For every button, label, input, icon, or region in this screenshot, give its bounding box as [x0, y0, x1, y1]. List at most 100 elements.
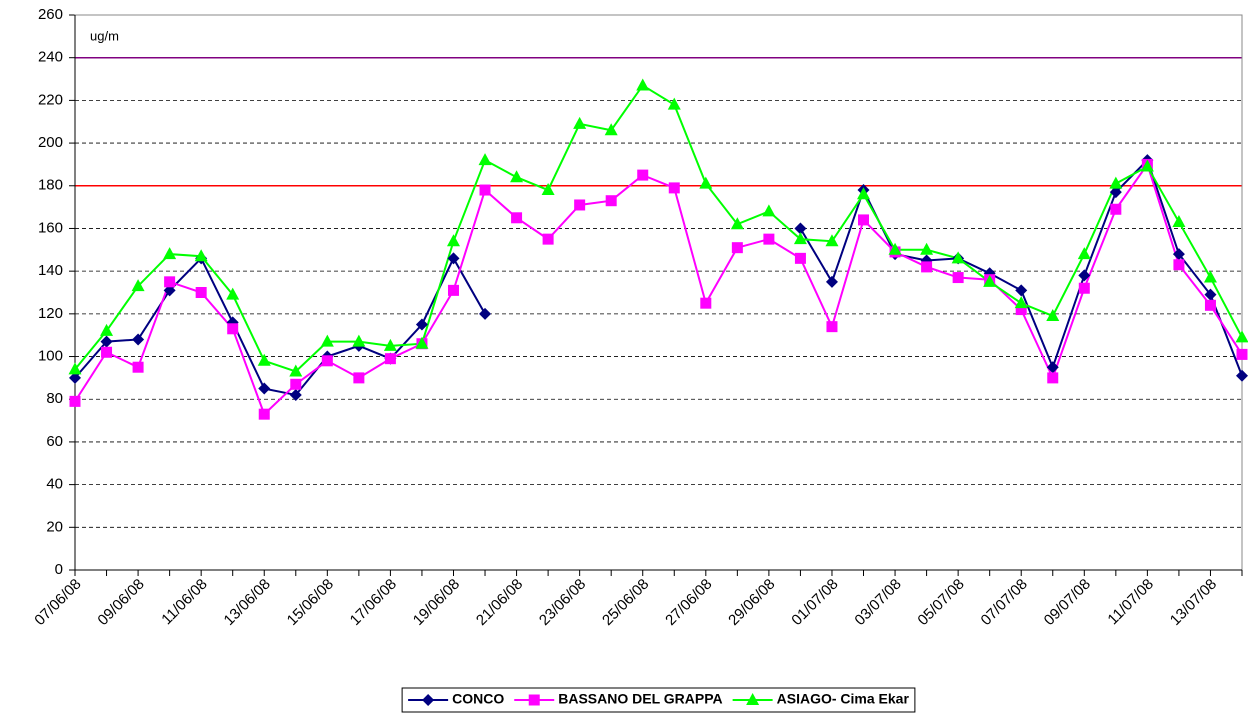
series-line — [74, 84, 1243, 373]
data-point — [257, 353, 271, 366]
data-point — [1235, 330, 1248, 343]
y-tick-label: 60 — [46, 433, 63, 450]
data-point — [1047, 372, 1059, 384]
legend-marker — [422, 694, 435, 706]
x-tick-label: 17/06/08 — [347, 576, 400, 629]
data-point — [68, 362, 82, 375]
data-point — [826, 321, 838, 333]
annotation: ug/m — [90, 28, 119, 43]
data-point — [1046, 361, 1059, 374]
y-tick-label: 140 — [38, 262, 63, 279]
data-point — [921, 261, 933, 273]
data-point — [731, 242, 743, 254]
data-point — [289, 364, 303, 377]
x-tick-label: 11/07/08 — [1104, 576, 1157, 629]
data-point — [762, 204, 776, 217]
legend-label: BASSANO DEL GRAPPA — [558, 691, 722, 707]
data-point — [226, 287, 240, 300]
data-point — [1204, 299, 1216, 311]
data-point — [542, 233, 554, 245]
series-line — [74, 158, 1243, 397]
data-point — [1015, 304, 1027, 316]
data-point — [258, 408, 270, 420]
data-point — [383, 338, 397, 351]
data-point — [1172, 215, 1186, 228]
data-point — [858, 214, 870, 226]
data-point — [1172, 248, 1185, 261]
data-point — [132, 361, 144, 373]
data-point — [164, 276, 176, 288]
data-point — [227, 323, 239, 335]
data-point — [1077, 247, 1091, 260]
data-point — [541, 183, 555, 196]
data-point — [100, 335, 113, 348]
y-tick-label: 120 — [38, 305, 63, 322]
data-point — [825, 234, 839, 247]
data-point — [289, 388, 302, 401]
data-point — [920, 242, 934, 255]
data-point — [793, 232, 807, 245]
data-point — [511, 212, 523, 224]
data-point — [574, 199, 586, 211]
x-tick-label: 03/07/08 — [851, 576, 904, 629]
data-point — [479, 307, 492, 320]
x-tick-label: 05/07/08 — [914, 576, 967, 629]
data-point — [101, 346, 113, 358]
x-tick-label: 23/06/08 — [536, 576, 589, 629]
legend: CONCO BASSANO DEL GRAPPA ASIAGO- Cima Ekar — [401, 687, 916, 713]
data-point — [69, 371, 81, 384]
data-point — [857, 187, 871, 200]
data-point — [1140, 159, 1154, 172]
x-tick-label: 29/06/08 — [725, 576, 778, 629]
data-point — [1203, 270, 1217, 283]
data-point — [447, 284, 459, 296]
x-tick-label: 25/06/08 — [599, 576, 652, 629]
legend-label: ASIAGO- Cima Ekar — [777, 691, 910, 707]
data-point — [163, 284, 176, 297]
data-point — [794, 222, 807, 235]
y-tick-label: 0 — [55, 561, 63, 578]
y-tick-label: 100 — [38, 348, 63, 365]
data-point — [668, 182, 680, 194]
data-point — [352, 334, 366, 347]
data-point — [1110, 203, 1122, 215]
data-point — [132, 333, 145, 346]
data-point — [794, 252, 806, 264]
data-point — [320, 334, 334, 347]
data-point — [194, 249, 208, 262]
data-point — [258, 382, 271, 395]
data-point — [573, 116, 587, 129]
y-tick-label: 160 — [38, 219, 63, 236]
data-point — [69, 395, 81, 407]
y-tick-label: 240 — [38, 49, 63, 66]
data-point — [1109, 186, 1122, 199]
data-point — [290, 378, 302, 390]
data-point — [1015, 284, 1028, 297]
data-point — [1078, 269, 1091, 282]
legend-marker — [528, 694, 540, 706]
x-tick-label: 07/06/08 — [31, 576, 84, 629]
data-point — [195, 287, 207, 298]
data-point — [100, 323, 114, 336]
y-tick-label: 200 — [38, 134, 63, 151]
data-point — [384, 353, 396, 365]
y-tick-label: 260 — [38, 6, 63, 23]
data-point — [951, 251, 965, 264]
data-point — [1109, 176, 1123, 189]
data-point — [415, 336, 429, 349]
data-point — [1236, 369, 1248, 382]
x-tick-label: 11/06/08 — [158, 576, 211, 629]
legend-marker — [746, 693, 760, 705]
data-point — [825, 275, 838, 288]
data-point — [700, 297, 712, 309]
data-point — [637, 169, 649, 181]
data-point — [479, 184, 491, 196]
x-tick-label: 27/06/08 — [662, 576, 715, 629]
data-point — [131, 279, 145, 292]
legend-label: CONCO — [452, 691, 504, 707]
data-point — [636, 78, 650, 91]
data-point — [353, 372, 365, 384]
x-tick-label: 19/06/08 — [410, 576, 463, 629]
data-point — [447, 252, 460, 265]
